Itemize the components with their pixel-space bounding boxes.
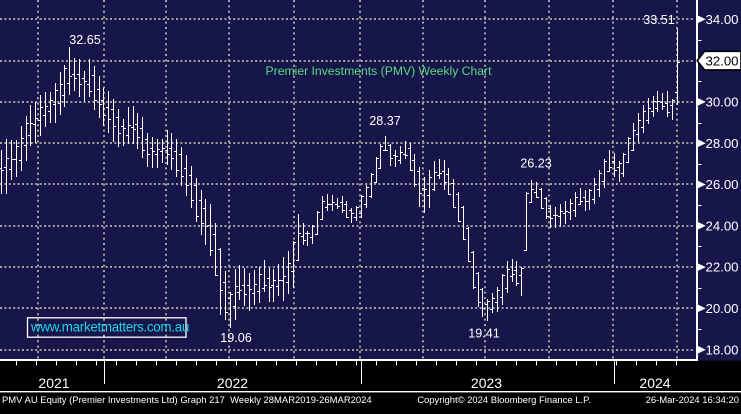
svg-text:28.00: 28.00 (706, 136, 739, 151)
svg-text:28.37: 28.37 (369, 114, 401, 128)
svg-text:32.65: 32.65 (69, 33, 101, 47)
svg-text:20.00: 20.00 (706, 301, 739, 316)
svg-text:PMV AU Equity (Premier Investm: PMV AU Equity (Premier Investments Ltd) … (2, 395, 372, 406)
svg-text:24.00: 24.00 (706, 218, 739, 233)
svg-text:2022: 2022 (217, 375, 248, 391)
svg-text:19.06: 19.06 (220, 331, 252, 345)
svg-text:26-Mar-2024 16:34:20: 26-Mar-2024 16:34:20 (646, 395, 739, 406)
svg-text:26.00: 26.00 (706, 177, 739, 192)
svg-text:2023: 2023 (471, 375, 502, 391)
svg-text:18.00: 18.00 (706, 342, 739, 357)
svg-text:34.00: 34.00 (706, 12, 739, 27)
svg-text:www.marketmatters.com.au: www.marketmatters.com.au (30, 320, 189, 335)
svg-text:30.00: 30.00 (706, 95, 739, 110)
svg-text:Premier Investments (PMV) Week: Premier Investments (PMV) Weekly Chart (266, 64, 493, 78)
svg-text:Copyright© 2024 Bloomberg Fina: Copyright© 2024 Bloomberg Finance L.P. (417, 395, 591, 406)
svg-text:2024: 2024 (639, 375, 670, 391)
svg-text:26.23: 26.23 (520, 157, 552, 171)
svg-text:22.00: 22.00 (706, 260, 739, 275)
svg-text:19.41: 19.41 (468, 327, 500, 341)
svg-text:33.51: 33.51 (643, 13, 675, 27)
svg-text:2021: 2021 (38, 375, 69, 391)
svg-text:32.00: 32.00 (706, 53, 739, 68)
